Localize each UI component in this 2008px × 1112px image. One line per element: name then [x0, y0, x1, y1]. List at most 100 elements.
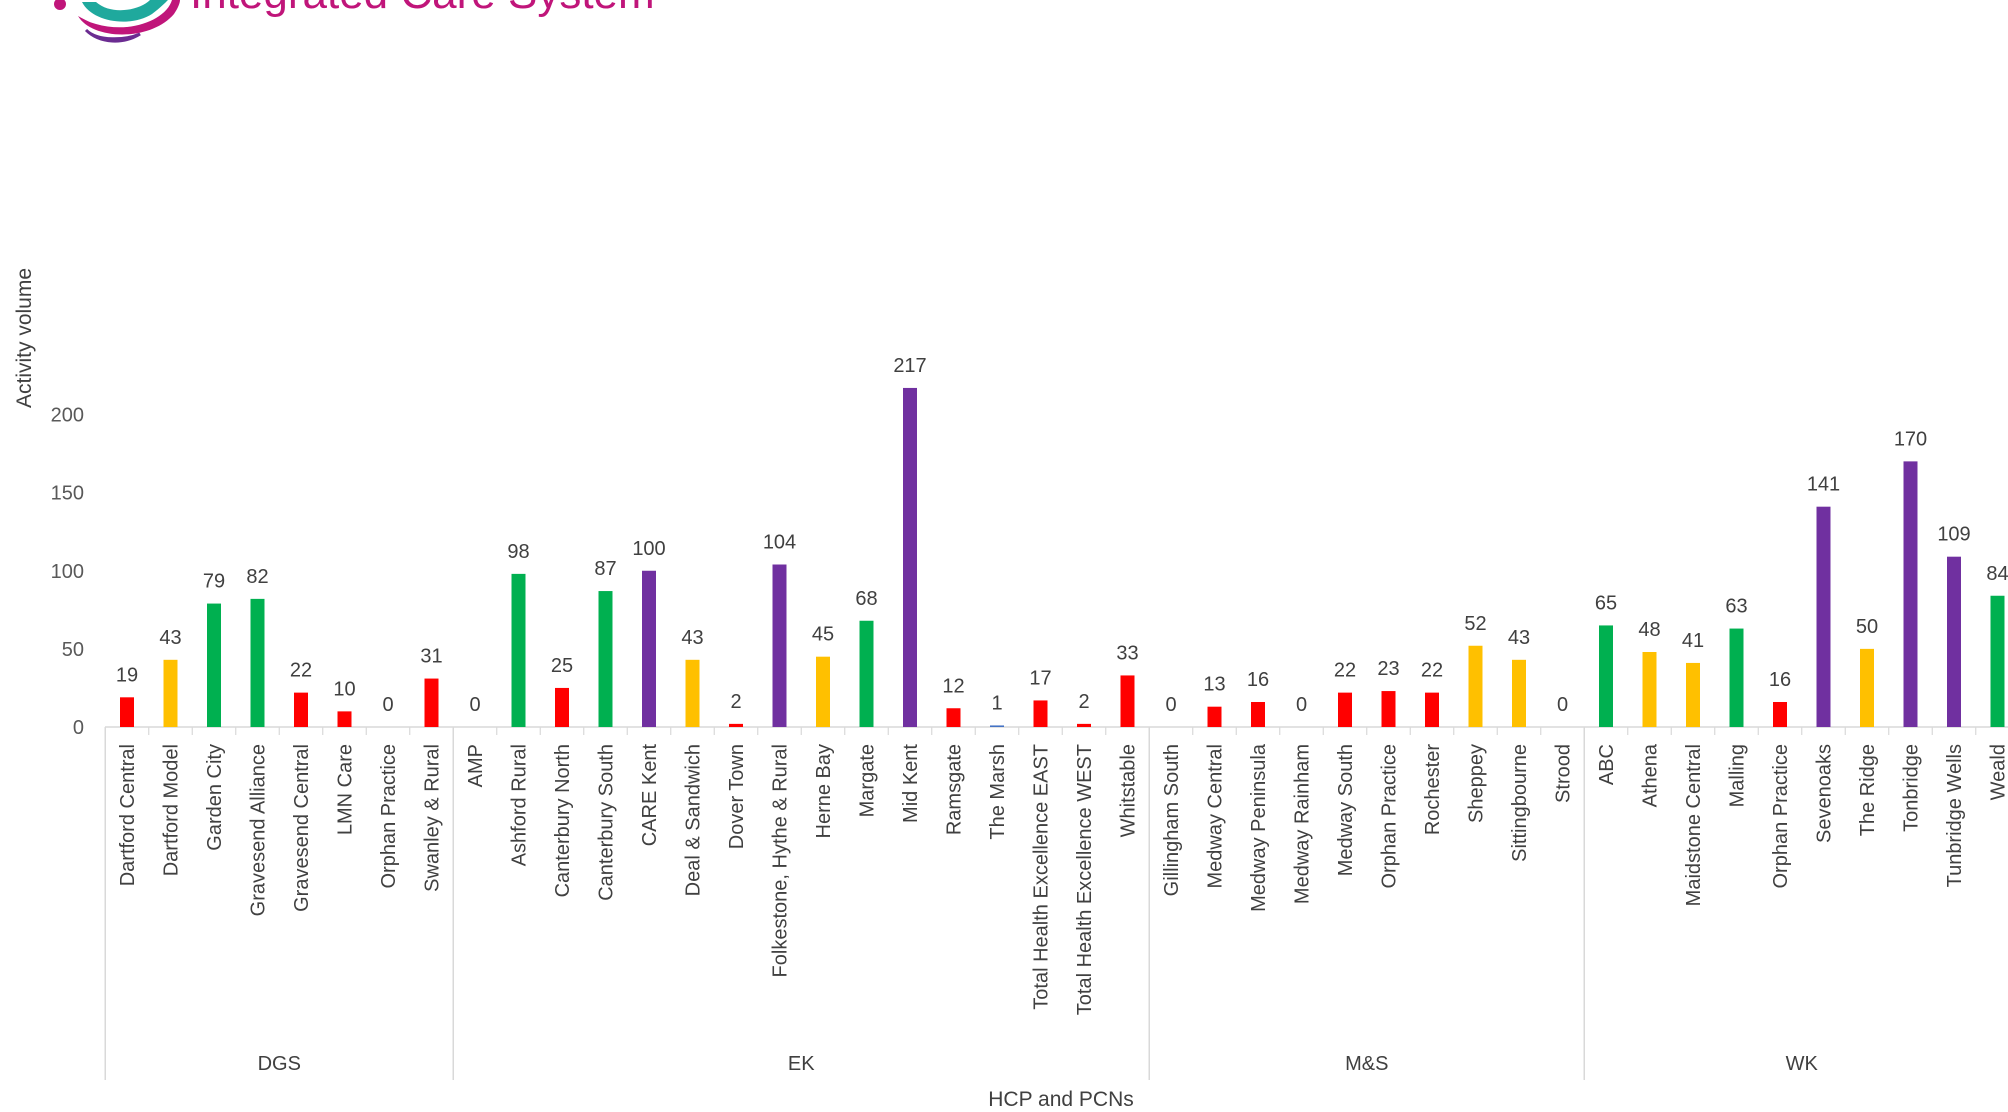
- category-label: AMP: [465, 744, 487, 787]
- data-label: 1: [991, 692, 1002, 714]
- category-label: Orphan Practice: [1379, 744, 1401, 889]
- data-label: 43: [159, 627, 181, 649]
- bar: [1903, 461, 1918, 727]
- bar: [424, 678, 439, 727]
- category-label: Athena: [1640, 743, 1662, 807]
- bar: [1729, 628, 1744, 727]
- category-label: Tonbridge: [1901, 744, 1923, 832]
- data-label: 17: [1029, 667, 1051, 689]
- data-label: 65: [1595, 592, 1617, 614]
- data-label: 25: [551, 655, 573, 677]
- category-label: Strood: [1553, 744, 1575, 803]
- data-label: 22: [1334, 660, 1356, 682]
- y-tick-label: 100: [51, 561, 84, 583]
- category-label: Deal & Sandwich: [683, 744, 705, 896]
- data-label: 217: [893, 355, 926, 377]
- data-label: 98: [507, 541, 529, 563]
- data-label: 31: [420, 646, 442, 668]
- logo-dot-icon: [54, 0, 66, 10]
- y-tick-label: 0: [73, 717, 84, 739]
- data-label: 63: [1725, 596, 1747, 618]
- y-tick-label: 200: [51, 405, 84, 427]
- bar: [1120, 675, 1135, 727]
- y-axis: 0 50 100 150 200: [51, 405, 84, 740]
- data-label: 41: [1682, 630, 1704, 652]
- bar: [598, 591, 613, 727]
- category-label: Gravesend Alliance: [248, 744, 270, 916]
- bar: [1512, 659, 1526, 727]
- bar: [1033, 700, 1048, 727]
- data-label: 16: [1247, 669, 1269, 691]
- data-label: 0: [1557, 694, 1568, 716]
- data-label: 68: [855, 588, 877, 610]
- data-label: 50: [1856, 616, 1878, 638]
- data-label: 2: [1078, 691, 1089, 713]
- data-label: 52: [1464, 613, 1486, 635]
- category-label: Ashford Rural: [509, 744, 531, 866]
- data-label: 43: [681, 627, 703, 649]
- data-label: 141: [1807, 474, 1840, 496]
- x-axis-title: HCP and PCNs: [988, 1088, 1134, 1111]
- category-label: Orphan Practice: [1770, 744, 1792, 889]
- data-label: 33: [1116, 642, 1138, 664]
- category-label: Herne Bay: [813, 744, 835, 839]
- category-label: Sevenoaks: [1814, 744, 1836, 843]
- bar: [1077, 723, 1091, 727]
- data-label: 109: [1937, 524, 1970, 546]
- category-label: Medway Central: [1205, 744, 1227, 889]
- category-label: Dover Town: [726, 744, 748, 849]
- y-axis-title: Activity volume: [13, 268, 36, 408]
- data-label: 170: [1894, 428, 1927, 450]
- data-label: 2: [730, 691, 741, 713]
- category-label: Maidstone Central: [1683, 744, 1705, 906]
- category-label: Whitstable: [1118, 744, 1140, 837]
- bar: [511, 573, 526, 727]
- category-label: Rochester: [1422, 744, 1444, 835]
- category-label: Garden City: [204, 744, 226, 851]
- category-label: Tunbridge Wells: [1944, 744, 1966, 887]
- category-label: Total Health Excellence EAST: [1031, 744, 1053, 1010]
- bar: [207, 603, 221, 727]
- data-label: 82: [246, 566, 268, 588]
- category-label: Canterbury North: [552, 744, 574, 897]
- bar: [337, 711, 352, 727]
- bar: [1773, 702, 1787, 727]
- data-label: 45: [812, 624, 834, 646]
- category-label: Sheppey: [1466, 744, 1488, 823]
- category-label: The Marsh: [987, 744, 1009, 840]
- bar: [642, 570, 656, 727]
- data-label: 10: [333, 678, 355, 700]
- bar: [294, 692, 308, 727]
- group-label: M&S: [1345, 1053, 1388, 1075]
- data-label: 22: [1421, 660, 1443, 682]
- bar: [1599, 625, 1613, 727]
- data-label: 0: [1296, 694, 1307, 716]
- bar: [816, 656, 830, 727]
- bar: [685, 659, 700, 727]
- data-label: 100: [632, 538, 665, 560]
- bar: [1338, 692, 1352, 727]
- bar: [1947, 556, 1961, 727]
- category-label: Gillingham South: [1161, 744, 1183, 896]
- bar: [946, 708, 961, 727]
- category-label: Dartford Central: [117, 744, 139, 886]
- category-label: Malling: [1727, 744, 1749, 807]
- data-label: 12: [942, 675, 964, 697]
- bar: [990, 725, 1004, 727]
- category-label: LMN Care: [335, 744, 357, 835]
- logo-swirl-magenta-icon: [78, 0, 180, 35]
- bar: [1468, 645, 1483, 727]
- bar: [1425, 692, 1439, 727]
- data-label: 0: [382, 694, 393, 716]
- category-label: Medway Rainham: [1292, 744, 1314, 904]
- data-label: 0: [1165, 694, 1176, 716]
- bar: [1860, 648, 1874, 727]
- bar: [555, 687, 569, 727]
- category-label: Total Health Excellence WEST: [1074, 744, 1096, 1015]
- data-label: 13: [1203, 674, 1225, 696]
- category-label: Ramsgate: [944, 744, 966, 835]
- bar: [1381, 691, 1396, 727]
- data-label: 23: [1377, 658, 1399, 680]
